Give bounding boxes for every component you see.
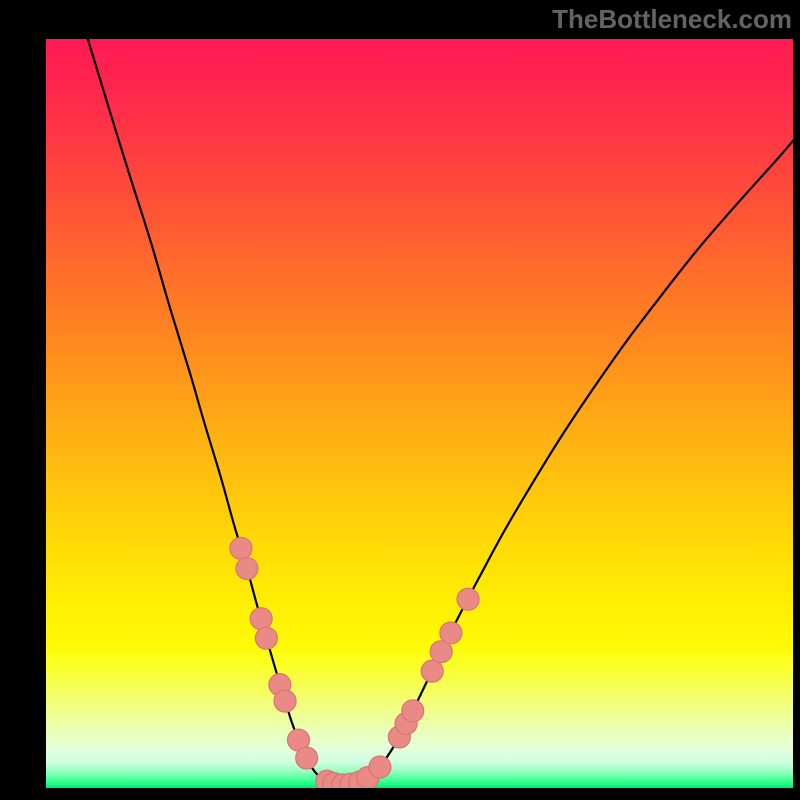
data-marker <box>402 700 424 722</box>
data-marker <box>255 627 277 649</box>
plot-area <box>46 39 793 788</box>
data-marker <box>250 608 272 630</box>
data-marker <box>274 690 296 712</box>
watermark-text: TheBottleneck.com <box>552 4 792 35</box>
data-marker <box>230 537 252 559</box>
data-marker <box>421 660 443 682</box>
plot-svg <box>46 39 793 788</box>
chart-frame: TheBottleneck.com <box>0 0 800 800</box>
data-marker <box>369 756 391 778</box>
data-marker <box>236 558 258 580</box>
data-marker <box>457 588 479 610</box>
data-marker <box>296 747 318 769</box>
data-marker <box>440 622 462 644</box>
gradient-background <box>46 39 793 788</box>
